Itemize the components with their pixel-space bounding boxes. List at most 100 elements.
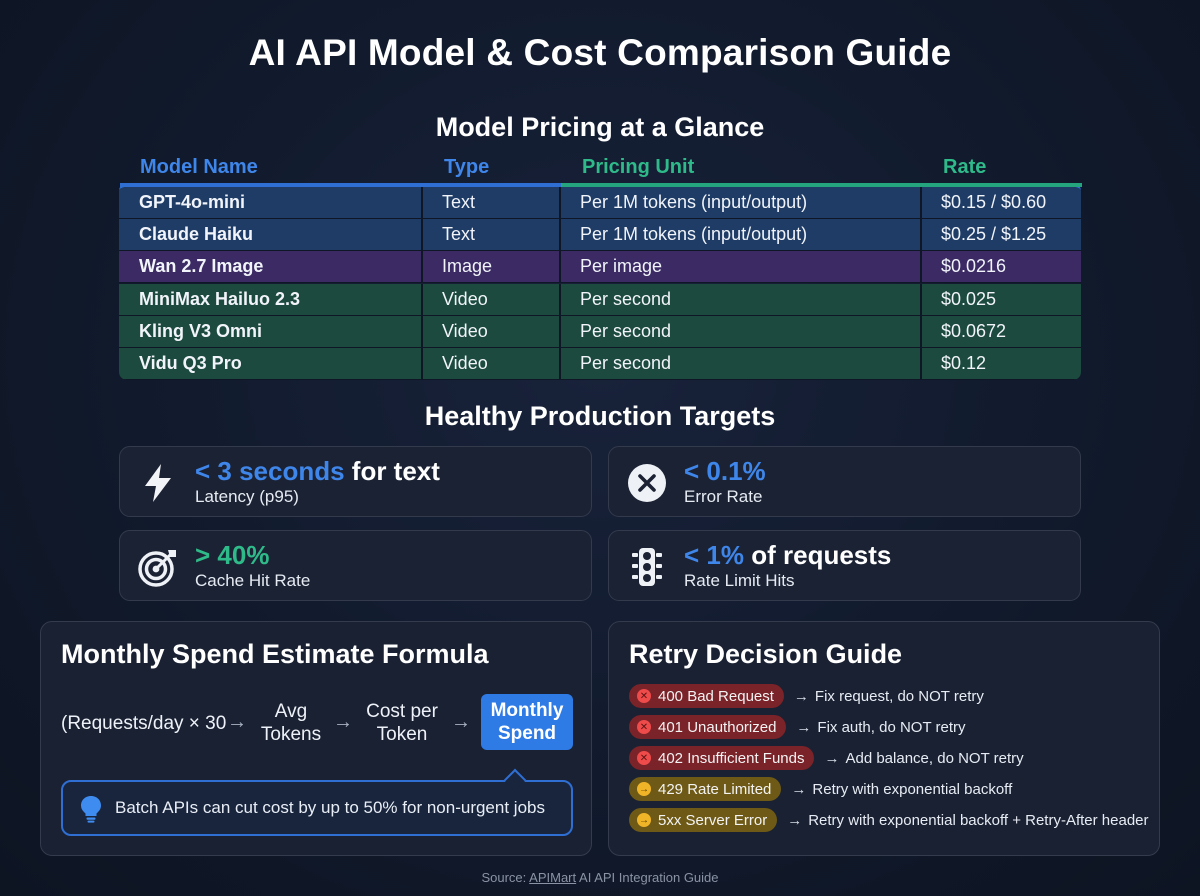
table-row: MiniMax Hailuo 2.3 Video Per second $0.025 <box>119 283 1081 316</box>
targets-section-title: Healthy Production Targets <box>424 401 776 431</box>
header-underline <box>120 183 423 187</box>
cell-rate: $0.25 / $1.25 <box>941 224 1047 245</box>
monthly-spend-result: Monthly Spend <box>481 694 573 750</box>
retry-row: → 5xx Server Error → Retry with exponential… <box>629 808 1149 832</box>
arrow-circle-icon: → <box>637 813 651 827</box>
table-row: GPT-4o-mini Text Per 1M tokens (input/outp… <box>119 187 1081 219</box>
arrow-right-icon: → <box>793 687 809 705</box>
retry-title: Retry Decision Guide <box>629 639 903 669</box>
cell-rate: $0.0672 <box>941 320 1007 341</box>
retry-row: ✕ 400 Bad Request → Fix request, do NOT ret… <box>629 684 984 708</box>
page-title: AI API Model & Cost Comparison Guide <box>248 32 952 73</box>
column-divider <box>421 187 423 218</box>
retry-action: Fix auth, do NOT retry <box>817 718 966 736</box>
target-value: > 40% <box>195 540 270 570</box>
table-row: Claude Haiku Text Per 1M tokens (input/out… <box>119 219 1081 252</box>
target-label: Rate Limit Hits <box>684 571 795 590</box>
column-divider <box>559 348 561 379</box>
retry-action: Add balance, do NOT retry <box>845 749 1024 767</box>
retry-row: ✕ 401 Unauthorized → Fix auth, do NOT retry <box>629 715 966 739</box>
tip-text: Batch APIs can cut cost by up to 50% for… <box>115 798 545 817</box>
x-circle-icon: ✕ <box>637 751 651 765</box>
status-code: 429 Rate Limited <box>658 780 772 798</box>
cell-type: Image <box>442 256 493 277</box>
header-underline <box>922 183 1082 187</box>
target-label: Cache Hit Rate <box>195 571 311 590</box>
arrow-right-icon: → <box>791 780 807 798</box>
column-divider <box>920 251 922 283</box>
target-card-latency: < 3 seconds for text Latency (p95) <box>119 446 592 517</box>
retry-row: ✕ 402 Insufficient Funds → Add balance, do … <box>629 746 1024 770</box>
status-badge: → 429 Rate Limited <box>629 777 782 801</box>
retry-action: Retry with exponential backoff <box>812 780 1013 798</box>
table-row: Vidu Q3 Pro Video Per second $0.12 <box>119 348 1081 380</box>
cell-model-name: Kling V3 Omni <box>139 320 263 341</box>
column-divider <box>559 219 561 251</box>
target-label: Error Rate <box>684 487 763 506</box>
status-code: 5xx Server Error <box>658 811 768 829</box>
arrow-right-icon: → <box>787 811 803 829</box>
cell-model-name: GPT-4o-mini <box>139 192 246 212</box>
column-divider <box>421 315 423 347</box>
cell-pricing-unit: Per second <box>580 353 672 373</box>
cell-type: Text <box>442 224 476 245</box>
x-circle-icon <box>625 461 669 505</box>
target-value: < 1% of requests <box>684 540 892 570</box>
formula-panel: Monthly Spend Estimate Formula (Requests… <box>40 621 592 856</box>
formula-step-cost: Cost per Token <box>366 701 438 745</box>
status-badge: ✕ 402 Insufficient Funds <box>629 746 815 770</box>
status-badge: ✕ 400 Bad Request <box>629 684 784 708</box>
status-badge: ✕ 401 Unauthorized <box>629 715 787 739</box>
cell-pricing-unit: Per second <box>580 320 672 341</box>
column-divider <box>421 348 423 379</box>
cell-pricing-unit: Per 1M tokens (input/output) <box>580 224 808 245</box>
column-divider <box>920 219 922 251</box>
cell-rate: $0.15 / $0.60 <box>941 192 1047 212</box>
cell-pricing-unit: Per image <box>580 256 663 277</box>
source-link[interactable]: APIMart <box>529 870 577 885</box>
header-model-name: Model Name <box>140 156 258 178</box>
table-row: Kling V3 Omni Video Per second $0.0672 <box>119 315 1081 348</box>
arrow-right-icon: → <box>333 711 353 733</box>
target-label: Latency (p95) <box>195 487 299 506</box>
status-code: 402 Insufficient Funds <box>658 749 805 767</box>
cell-rate: $0.025 <box>941 288 997 309</box>
cell-rate: $0.12 <box>941 353 987 373</box>
traffic-light-icon <box>625 545 669 589</box>
x-circle-icon: ✕ <box>637 689 651 703</box>
target-card-cache-hit: > 40% Cache Hit Rate <box>119 530 592 601</box>
column-divider <box>559 187 561 218</box>
column-divider <box>421 283 423 315</box>
target-icon <box>136 545 180 589</box>
arrow-right-icon: → <box>227 711 247 733</box>
x-circle-icon: ✕ <box>637 720 651 734</box>
column-divider <box>421 219 423 251</box>
arrow-circle-icon: → <box>637 782 651 796</box>
arrow-right-icon: → <box>796 718 812 736</box>
pricing-section-title: Model Pricing at a Glance <box>435 112 765 142</box>
status-code: 400 Bad Request <box>658 687 774 705</box>
cell-pricing-unit: Per second <box>580 288 672 309</box>
table-row: Wan 2.7 Image Image Per image $0.0216 <box>119 251 1081 284</box>
cell-type: Video <box>442 353 488 373</box>
lightbulb-icon <box>79 795 103 823</box>
retry-panel: Retry Decision Guide ✕ 400 Bad Request → Fi… <box>608 621 1160 856</box>
header-pricing-unit: Pricing Unit <box>582 156 695 178</box>
arrow-right-icon: → <box>451 711 471 733</box>
cell-model-name: MiniMax Hailuo 2.3 <box>139 288 301 309</box>
status-badge: → 5xx Server Error <box>629 808 778 832</box>
cell-model-name: Claude Haiku <box>139 224 254 245</box>
column-divider <box>920 283 922 315</box>
target-value: < 0.1% <box>684 456 766 486</box>
status-code: 401 Unauthorized <box>658 718 777 736</box>
cell-model-name: Wan 2.7 Image <box>139 256 264 277</box>
target-card-error-rate: < 0.1% Error Rate <box>608 446 1081 517</box>
column-divider <box>920 187 922 218</box>
retry-action: Retry with exponential backoff + Retry-A… <box>808 811 1149 829</box>
cell-model-name: Vidu Q3 Pro <box>139 353 242 373</box>
cell-type: Text <box>442 192 476 212</box>
header-type: Type <box>444 156 490 178</box>
column-divider <box>559 315 561 347</box>
formula-step-requests: (Requests/day × 30 <box>61 713 227 734</box>
source-attribution: Source: APIMart AI API Integration Guide <box>481 870 719 885</box>
